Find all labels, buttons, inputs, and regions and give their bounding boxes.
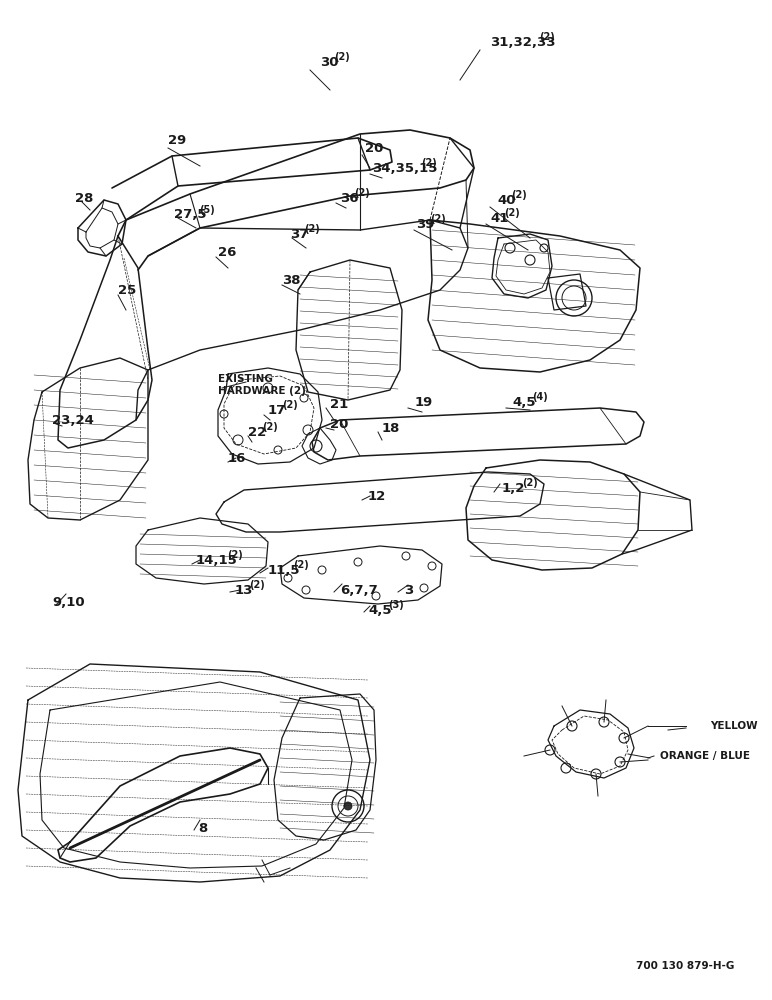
Text: 17: 17 xyxy=(268,403,286,416)
Text: 26: 26 xyxy=(218,245,236,258)
Text: 12: 12 xyxy=(368,489,386,502)
Text: (2): (2) xyxy=(228,550,243,560)
Circle shape xyxy=(344,802,352,810)
Text: 13: 13 xyxy=(235,584,253,596)
Text: 9,10: 9,10 xyxy=(52,595,85,608)
Text: 19: 19 xyxy=(415,396,433,410)
Text: EXISTING
HARDWARE (2): EXISTING HARDWARE (2) xyxy=(218,374,306,396)
Text: (2): (2) xyxy=(504,208,520,218)
Text: 22: 22 xyxy=(248,426,266,438)
Text: (2): (2) xyxy=(354,188,370,198)
Text: 36: 36 xyxy=(340,192,358,205)
Text: (2): (2) xyxy=(249,580,265,590)
Text: 25: 25 xyxy=(118,284,136,296)
Text: (2): (2) xyxy=(539,32,555,42)
Text: 4,5: 4,5 xyxy=(512,395,536,408)
Text: 34,35,15: 34,35,15 xyxy=(372,161,438,174)
Text: (2): (2) xyxy=(522,478,537,488)
Text: ORANGE / BLUE: ORANGE / BLUE xyxy=(660,751,750,761)
Text: YELLOW: YELLOW xyxy=(710,721,757,731)
Text: 20: 20 xyxy=(365,141,384,154)
Text: 40: 40 xyxy=(497,194,516,207)
Text: 8: 8 xyxy=(198,822,207,834)
Text: (4): (4) xyxy=(532,392,547,402)
Text: 31,32,33: 31,32,33 xyxy=(490,35,556,48)
Text: 700 130 879-H-G: 700 130 879-H-G xyxy=(636,961,734,971)
Text: (3): (3) xyxy=(388,600,404,610)
Text: 16: 16 xyxy=(228,452,246,464)
Text: 6,7,7: 6,7,7 xyxy=(340,584,378,596)
Text: 23,24: 23,24 xyxy=(52,414,94,426)
Text: 18: 18 xyxy=(382,422,401,434)
Text: 30: 30 xyxy=(320,55,338,68)
Text: 38: 38 xyxy=(282,273,300,286)
Text: 29: 29 xyxy=(168,133,186,146)
Text: 21: 21 xyxy=(330,397,348,410)
Text: (2): (2) xyxy=(262,422,277,432)
Text: (2): (2) xyxy=(430,214,445,224)
Text: 3: 3 xyxy=(404,584,413,596)
Text: (2): (2) xyxy=(421,158,437,168)
Text: (2): (2) xyxy=(293,560,310,570)
Text: 20: 20 xyxy=(330,418,348,432)
Text: 41: 41 xyxy=(490,212,509,225)
Text: 37: 37 xyxy=(290,228,308,240)
Text: (2): (2) xyxy=(282,400,297,410)
Text: 28: 28 xyxy=(75,192,93,205)
Text: 14,15: 14,15 xyxy=(196,554,238,566)
Text: 39: 39 xyxy=(416,218,435,231)
Text: (2): (2) xyxy=(303,224,320,234)
Text: (2): (2) xyxy=(334,52,350,62)
Text: (2): (2) xyxy=(511,190,527,200)
Text: 1,2: 1,2 xyxy=(502,482,526,494)
Text: 11,5: 11,5 xyxy=(268,564,300,576)
Text: 27,5: 27,5 xyxy=(174,209,206,222)
Text: (5): (5) xyxy=(199,205,215,215)
Text: 4,5: 4,5 xyxy=(368,603,391,616)
